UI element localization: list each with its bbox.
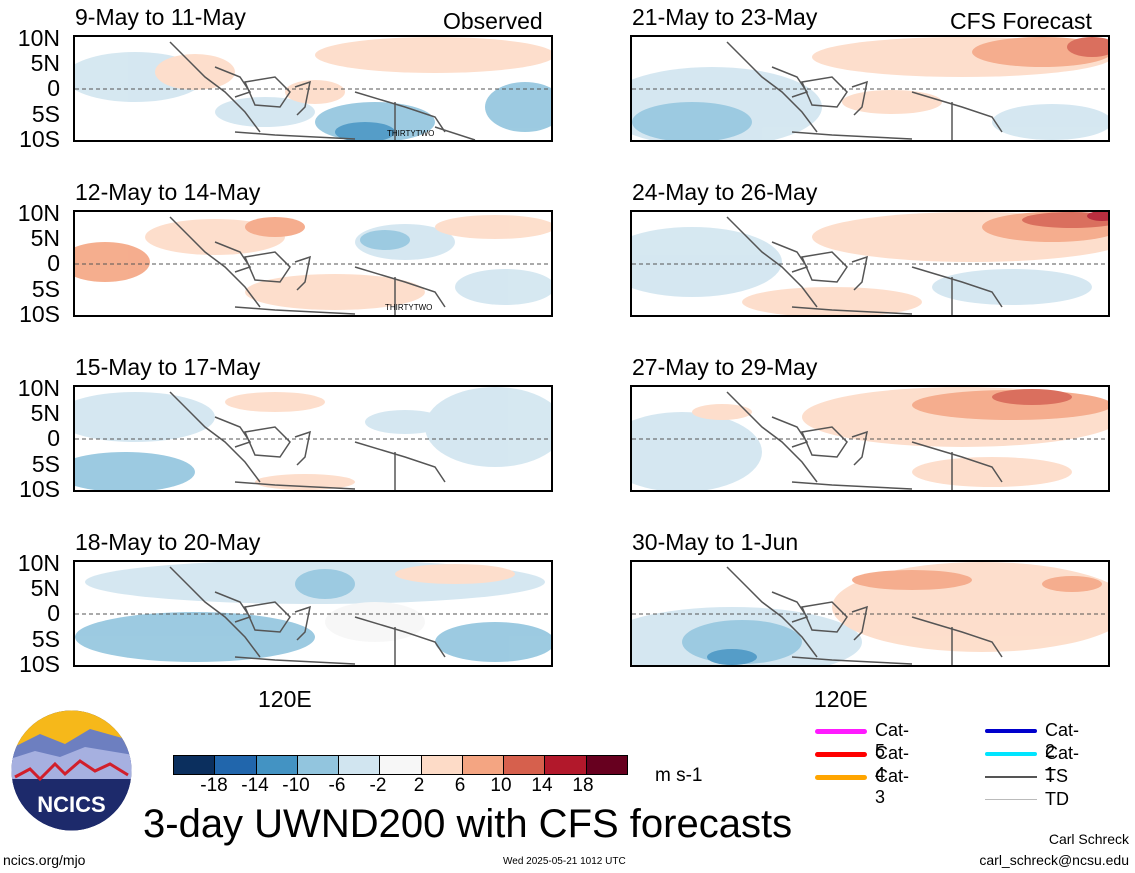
ncics-logo: NCICS [10, 709, 133, 832]
main-title: 3-day UWND200 with CFS forecasts [143, 802, 793, 846]
lon-label-left: 120E [258, 686, 312, 712]
panel-title-right-2: 24-May to 26-May [632, 179, 818, 205]
legend-swatch [985, 799, 1037, 800]
footer-timestamp: Wed 2025-05-21 1012 UTC [503, 856, 626, 867]
right-header: CFS Forecast [950, 8, 1092, 34]
colorbar-segment [462, 756, 505, 774]
footer-url: ncics.org/mjo [3, 852, 86, 868]
legend-swatch [985, 776, 1037, 778]
cb-tick-4: -6 [328, 775, 346, 796]
cb-tick-9: 14 [531, 775, 553, 796]
cb-tick-8: 10 [490, 775, 512, 796]
colorbar-segment [504, 756, 546, 774]
map-panel-left-3 [73, 385, 553, 492]
cb-tick-3: -10 [282, 775, 310, 796]
map-panel-left-2: THIRTYTWO [73, 210, 553, 317]
legend-swatch [985, 729, 1037, 733]
panel-title-left-3: 15-May to 17-May [75, 354, 261, 380]
panel-title-right-4: 30-May to 1-Jun [632, 529, 799, 555]
cb-tick-6: 2 [413, 775, 425, 796]
colorbar-segment [380, 756, 422, 774]
map-panel-left-4 [73, 560, 553, 667]
colorbar-tick-labels: -18 -14 -10 -6 -2 2 6 10 14 18 [173, 775, 626, 799]
colorbar-segment [297, 756, 340, 774]
lon-label-right: 120E [814, 686, 868, 712]
colorbar-segment [586, 756, 627, 774]
track-legend: Cat-5 Cat-4 Cat-3 Cat-2 Cat-1 TS TD [815, 720, 1115, 820]
legend-swatch [815, 775, 867, 780]
legend-swatch [815, 752, 867, 757]
panel-title-left-1: 9-May to 11-May [75, 4, 246, 30]
colorbar-segment [421, 756, 463, 774]
map-panel-right-1 [630, 35, 1110, 142]
coastlines [169, 41, 476, 140]
map-panel-right-3 [630, 385, 1110, 492]
cb-tick-2: -14 [241, 775, 269, 796]
footer-author: Carl Schreck [1048, 831, 1129, 847]
cb-tick-5: -2 [369, 775, 387, 796]
panel-title-left-2: 12-May to 14-May [75, 179, 261, 205]
left-header: Observed [443, 8, 543, 34]
footer-email: carl_schreck@ncsu.edu [979, 852, 1129, 868]
legend-swatch [985, 752, 1037, 756]
logo-text: NCICS [37, 792, 105, 817]
cb-tick-1: -18 [200, 775, 228, 796]
colorbar-segment [215, 756, 257, 774]
map-panel-left-1: THIRTYTWO [73, 35, 553, 142]
colorbar-segment [256, 756, 298, 774]
cb-tick-7: 6 [454, 775, 466, 796]
map-panel-right-4 [630, 560, 1110, 667]
panel-title-right-3: 27-May to 29-May [632, 354, 818, 380]
storm-label: THIRTYTWO [387, 129, 434, 138]
colorbar-units: m s-1 [655, 765, 703, 786]
panel-title-left-4: 18-May to 20-May [75, 529, 261, 555]
legend-swatch [815, 729, 867, 734]
colorbar-segment [545, 756, 587, 774]
map-panel-right-2 [630, 210, 1110, 317]
storm-label-2: THIRTYTWO [385, 303, 432, 312]
colorbar-segment [174, 756, 216, 774]
cb-tick-10: 18 [572, 775, 594, 796]
colorbar [173, 755, 628, 775]
panel-title-right-1: 21-May to 23-May [632, 4, 818, 30]
wind-shading [75, 37, 551, 140]
colorbar-segment [339, 756, 381, 774]
